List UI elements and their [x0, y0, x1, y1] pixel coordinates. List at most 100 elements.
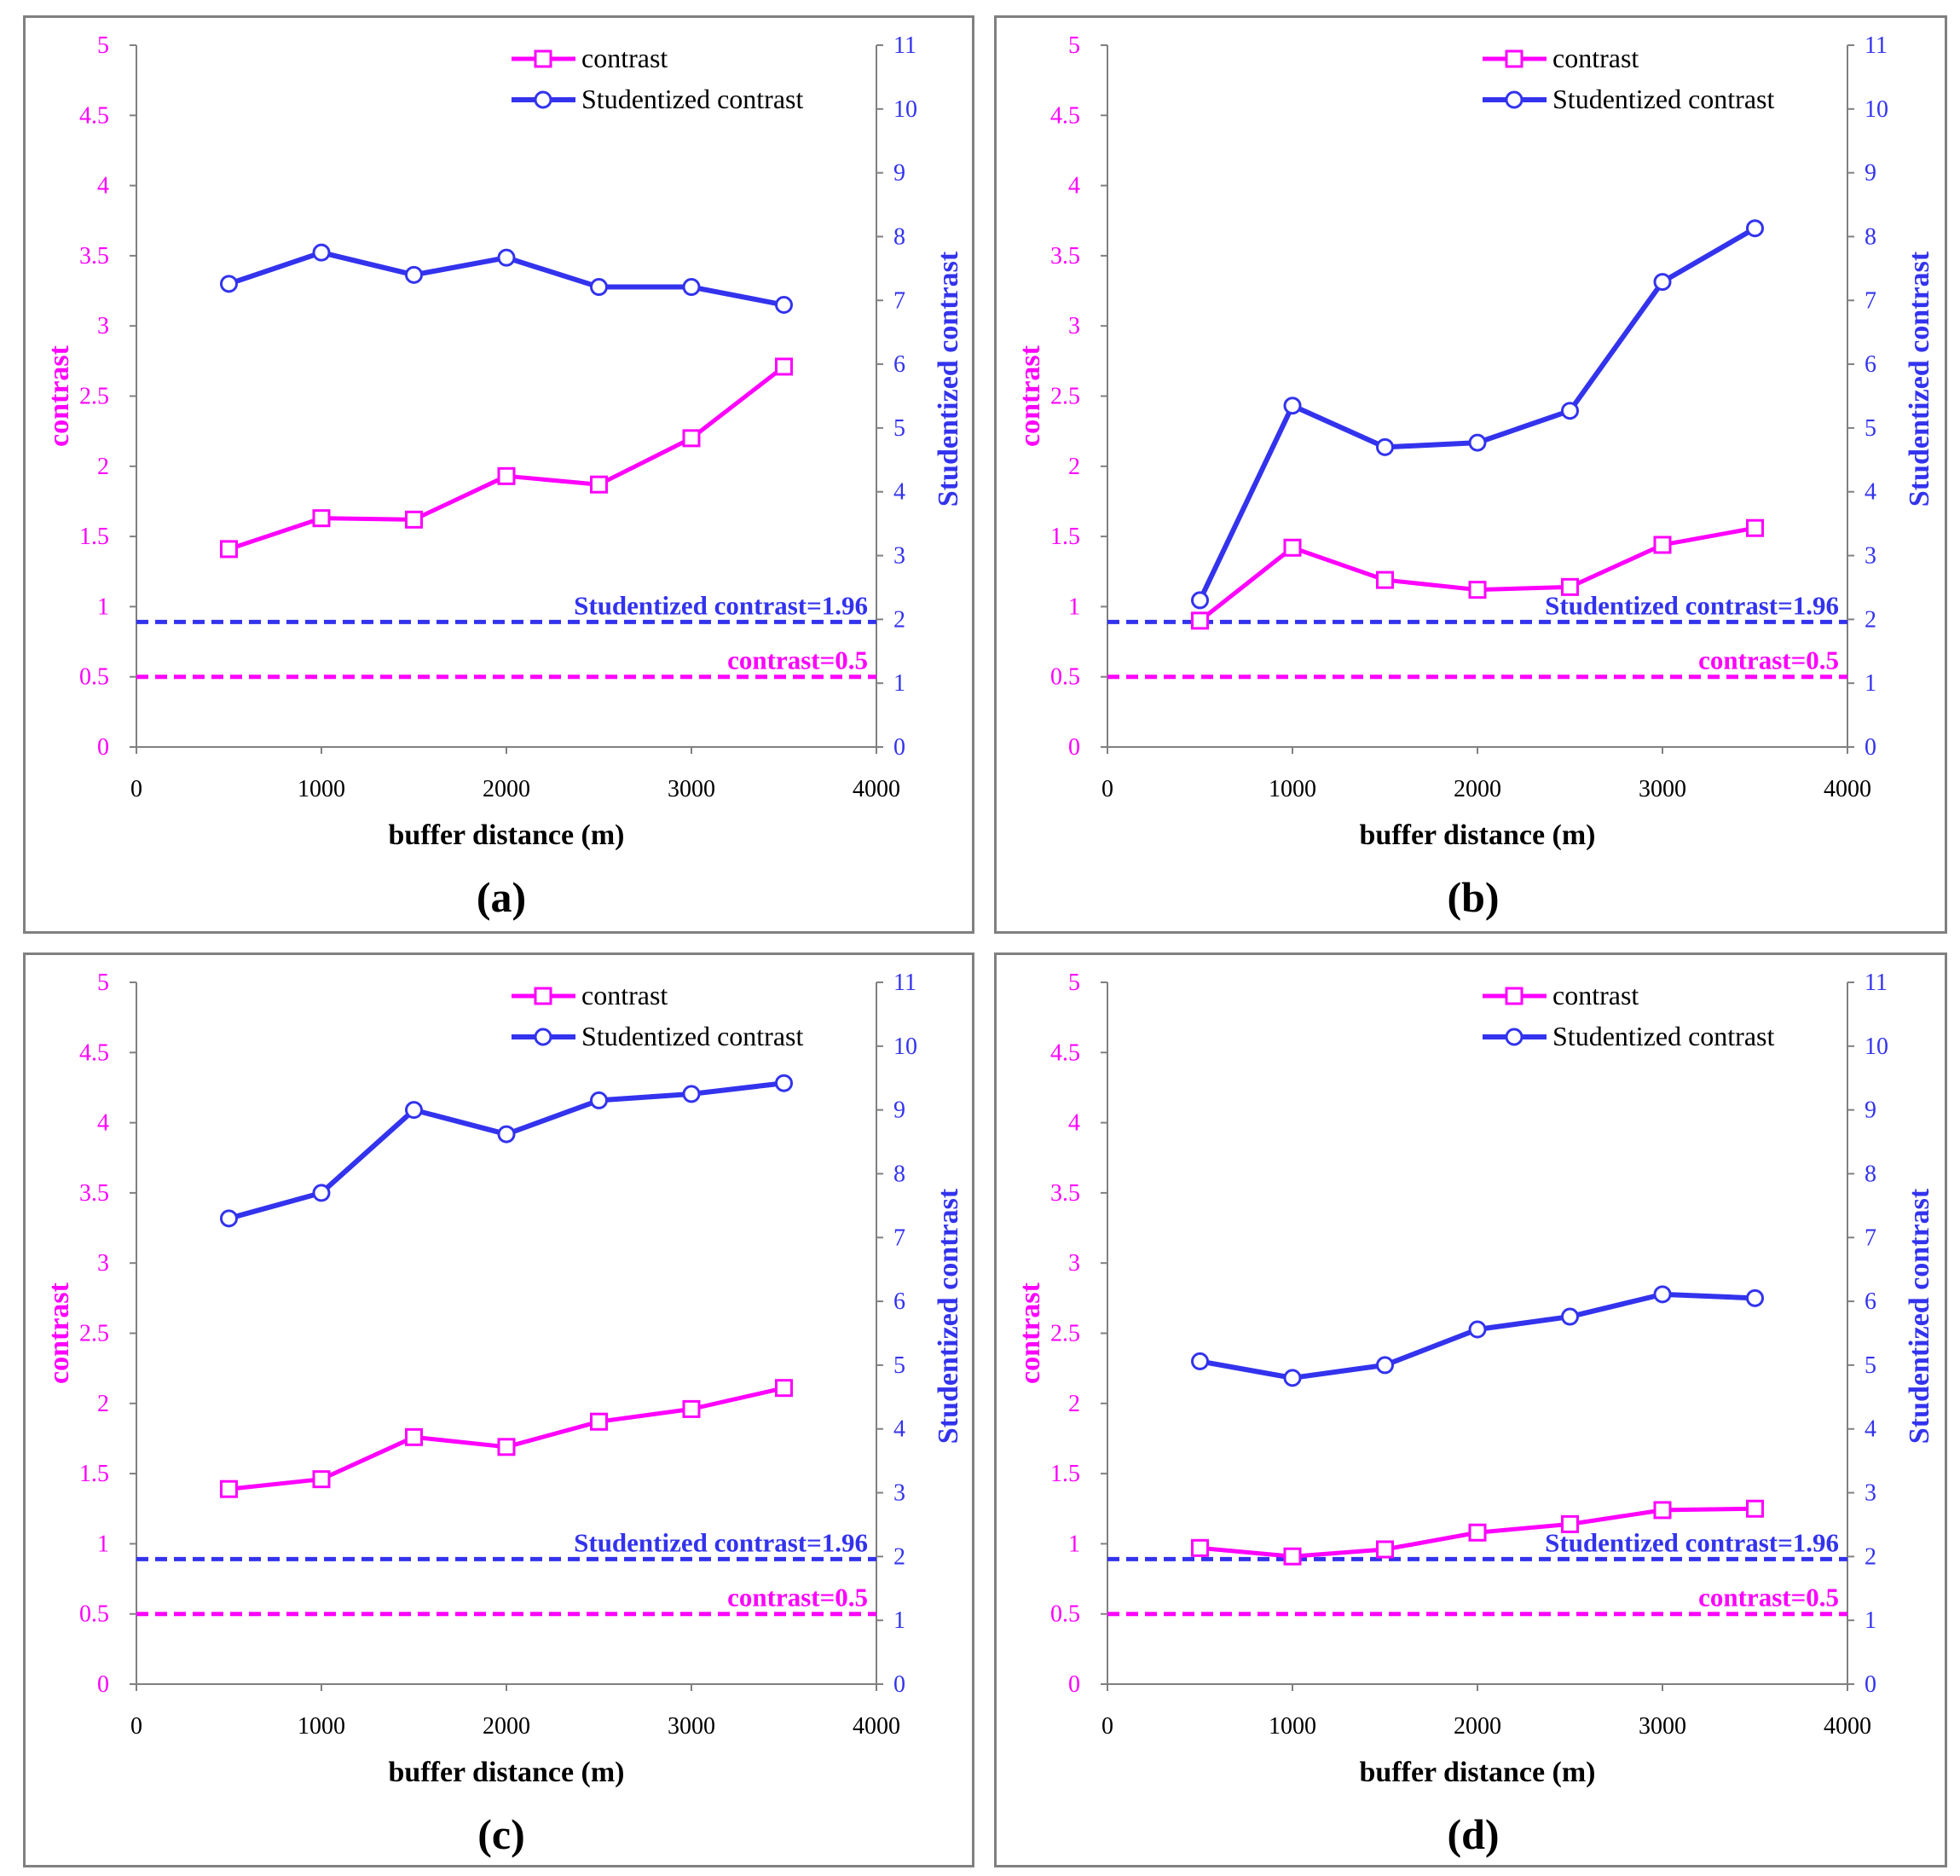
x-tick-label: 2000	[1454, 776, 1501, 802]
contrast-point	[1468, 581, 1487, 599]
left-tick-label: 3.5	[1050, 243, 1080, 269]
left-tick-label: 3	[97, 1250, 109, 1277]
left-tick-label: 0.5	[1050, 1601, 1080, 1628]
x-tick-label: 4000	[853, 776, 900, 802]
x-tick-label: 4000	[1824, 1713, 1871, 1740]
contrast-point	[1191, 611, 1209, 630]
right-tick-label: 7	[893, 1225, 905, 1251]
contrast-point	[682, 429, 701, 448]
legend-contrast-label: contrast	[581, 980, 668, 1010]
right-axis-title: Studentized contrast	[1904, 251, 1935, 507]
x-tick-label: 4000	[1824, 776, 1871, 802]
left-tick-label: 0	[97, 1671, 109, 1698]
left-tick-label: 0.5	[1050, 664, 1080, 691]
right-tick-label: 0	[893, 1671, 905, 1698]
left-tick-label: 4	[97, 1110, 109, 1137]
x-tick-label: 4000	[853, 1713, 900, 1740]
left-tick-label: 0.5	[79, 664, 109, 691]
right-axis-title: Studentized contrast	[933, 251, 964, 507]
left-tick-label: 1	[1068, 593, 1080, 620]
left-axis-title: contrast	[43, 345, 75, 447]
left-axis-title: contrast	[1015, 1282, 1046, 1384]
panel-a: 0 0.5 1 1.5 2 2.5 3 3.5 4 4.5 5 0 1 2 3 4 5 6 7 8 9 10 11 0 1000…	[23, 15, 974, 934]
left-tick-label: 3.5	[1050, 1180, 1080, 1207]
chart-a: 0 0.5 1 1.5 2 2.5 3 3.5 4 4.5 5 0 1 2 3 4 5 6 7 8 9 10 11 0 1000…	[43, 32, 964, 921]
right-tick-label: 6	[893, 1288, 905, 1315]
left-tick-label: 3	[1068, 1250, 1080, 1277]
left-tick-label: 4	[1068, 173, 1080, 200]
right-tick-label: 1	[1865, 1607, 1876, 1634]
studentized-point	[1468, 433, 1487, 452]
left-tick-label: 4.5	[1050, 102, 1080, 129]
contrast-point	[405, 1427, 423, 1446]
left-tick-label: 5	[97, 970, 109, 996]
right-tick-label: 7	[1865, 1225, 1876, 1251]
studentized-point	[312, 243, 331, 262]
right-tick-label: 8	[1865, 1161, 1876, 1187]
contrast-point	[312, 1470, 331, 1489]
x-tick-label: 2000	[483, 1713, 530, 1740]
contrast-point	[1561, 577, 1579, 596]
x-axis-title: buffer distance (m)	[1360, 819, 1596, 851]
left-tick-label: 2	[1068, 454, 1080, 480]
right-tick-label: 9	[893, 160, 905, 187]
x-tick-label: 3000	[1639, 1713, 1686, 1740]
left-tick-label: 1	[97, 1531, 109, 1557]
contrast-threshold-label: contrast=0.5	[727, 1583, 868, 1613]
studentized-point	[1283, 397, 1302, 415]
chart-c: 0 0.5 1 1.5 2 2.5 3 3.5 4 4.5 5 0 1 2 3 4 5 6 7 8 9 10 11 0 1000…	[43, 970, 964, 1858]
studentized-point	[1746, 219, 1764, 238]
right-axis-title: Studentized contrast	[933, 1188, 964, 1444]
contrast-threshold-label: contrast=0.5	[1698, 1583, 1839, 1613]
contrast-series-line	[228, 364, 786, 552]
studentized-point	[682, 1085, 701, 1103]
legend-studentized-label: Studentized contrast	[1552, 1021, 1774, 1051]
left-tick-label: 1.5	[1050, 524, 1080, 550]
legend-studentized-label: Studentized contrast	[581, 1021, 803, 1051]
studentized-point	[220, 275, 238, 293]
studentized-point	[1653, 273, 1672, 292]
panel-label: (d)	[1447, 1810, 1499, 1858]
studentized-threshold-label: Studentized contrast=1.96	[1545, 1527, 1839, 1557]
contrast-point	[775, 357, 793, 376]
right-tick-label: 6	[893, 351, 905, 378]
legend-contrast-label: contrast	[1552, 43, 1639, 73]
contrast-point	[1376, 1540, 1394, 1559]
left-tick-label: 4.5	[1050, 1039, 1080, 1066]
contrast-point	[497, 466, 516, 485]
right-axis-title: Studentized contrast	[1904, 1188, 1935, 1444]
left-tick-label: 0	[1068, 734, 1080, 761]
left-tick-label: 2.5	[79, 384, 109, 410]
left-tick-label: 5	[1068, 32, 1080, 59]
right-tick-label: 4	[893, 479, 905, 506]
left-tick-label: 4.5	[79, 1039, 109, 1066]
left-tick-label: 5	[1068, 970, 1080, 996]
contrast-point	[497, 1438, 516, 1456]
left-tick-label: 2.5	[1050, 384, 1080, 410]
panel-label: (c)	[477, 1810, 525, 1858]
right-tick-label: 11	[1865, 32, 1888, 59]
studentized-point	[775, 296, 793, 315]
x-tick-label: 1000	[1269, 1713, 1316, 1740]
right-tick-label: 4	[1865, 1416, 1876, 1443]
right-tick-label: 10	[1865, 96, 1888, 123]
legend-studentized-marker	[534, 1028, 552, 1046]
right-tick-label: 2	[1865, 606, 1876, 633]
studentized-point	[497, 248, 516, 267]
left-tick-label: 3	[1068, 313, 1080, 339]
right-tick-label: 8	[893, 1161, 905, 1187]
right-tick-label: 10	[893, 1034, 917, 1060]
left-tick-label: 3.5	[79, 243, 109, 269]
contrast-point	[1746, 1499, 1764, 1518]
right-tick-label: 0	[893, 734, 905, 761]
legend-contrast-label: contrast	[581, 43, 668, 73]
right-tick-label: 1	[1865, 670, 1876, 697]
contrast-point	[1561, 1514, 1579, 1533]
x-tick-label: 2000	[1454, 1713, 1501, 1740]
left-tick-label: 3	[97, 313, 109, 339]
studentized-point	[1561, 402, 1579, 420]
left-tick-label: 1	[1068, 1531, 1080, 1557]
right-tick-label: 8	[1865, 223, 1876, 250]
legend-studentized-marker	[1505, 1028, 1523, 1046]
contrast-point	[220, 540, 238, 559]
